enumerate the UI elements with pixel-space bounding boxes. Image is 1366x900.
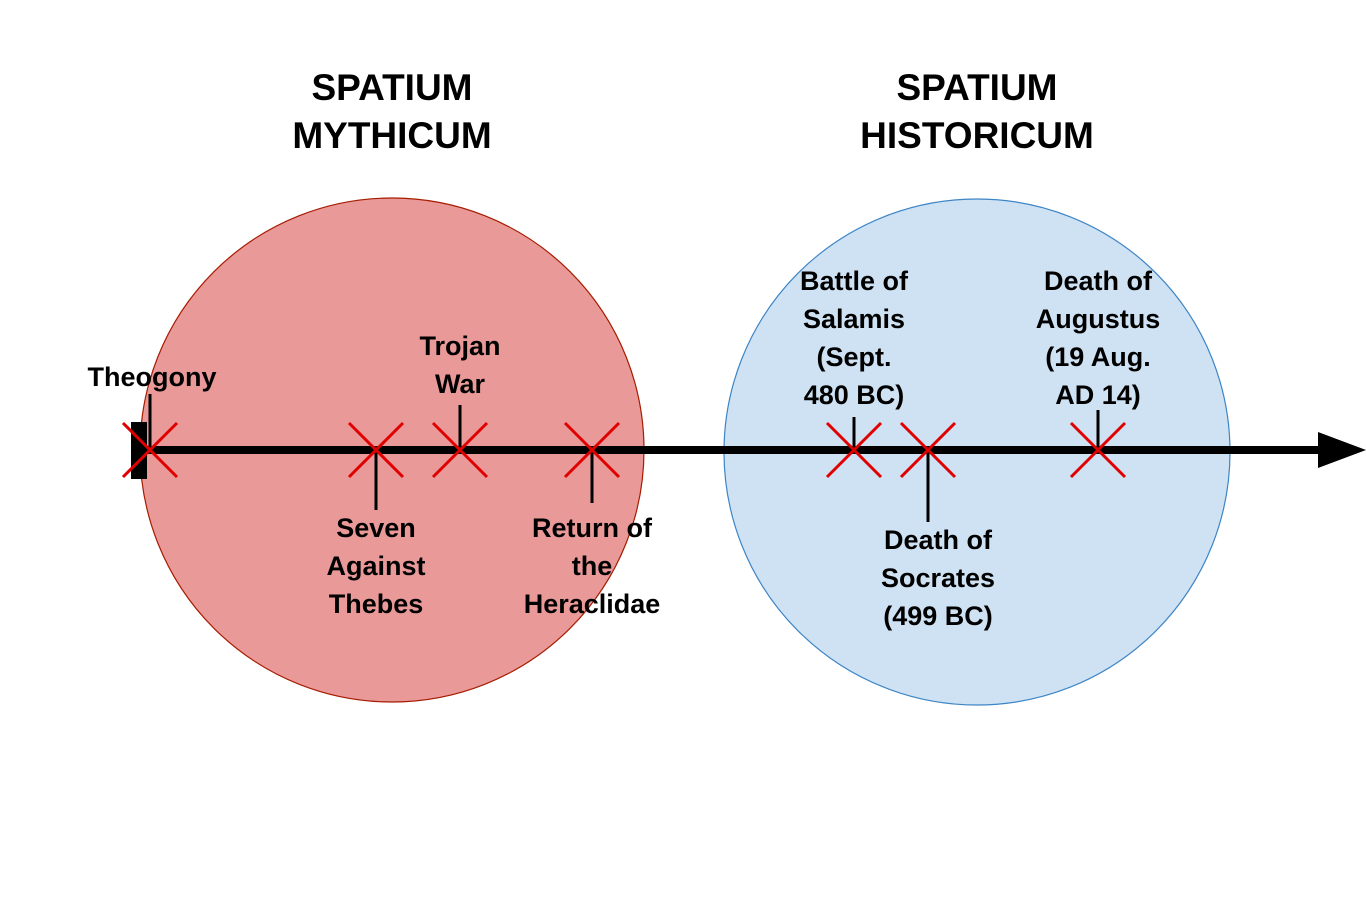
event-label-line: the	[571, 551, 613, 581]
event-label-line: 480 BC)	[803, 380, 905, 410]
event-label-line: AD 14)	[1055, 380, 1141, 410]
event-label-line: Seven	[336, 513, 416, 543]
event-label-line: Heraclidae	[523, 589, 661, 619]
cross-marker-battle-salamis	[825, 421, 883, 479]
cross-marker-theogony	[121, 421, 179, 479]
event-label-trojan-war: Trojan War	[340, 327, 580, 403]
historicum-heading-line: HISTORICUM	[860, 115, 1094, 156]
cross-marker-death-augustus	[1069, 421, 1127, 479]
cross-marker-trojan-war	[431, 421, 489, 479]
event-label-line: Trojan	[419, 331, 501, 361]
mythicum-heading-line: SPATIUM	[311, 67, 473, 108]
event-label-line: (499 BC)	[883, 601, 993, 631]
event-label-line: Battle of	[800, 266, 908, 296]
event-label-line: Against	[326, 551, 426, 581]
historicum-heading-line: SPATIUM	[896, 67, 1058, 108]
mythicum-heading: SPATIUM MYTHICUM	[212, 64, 572, 160]
event-label-line: Augustus	[1035, 304, 1161, 334]
event-label-line: War	[434, 369, 485, 399]
event-label-line: Death of	[1044, 266, 1152, 296]
event-label-death-augustus: Death of Augustus (19 Aug. AD 14)	[978, 262, 1218, 414]
event-connectors	[148, 394, 1100, 522]
cross-marker-return-heraclidae	[563, 421, 621, 479]
event-label-line: Theogony	[87, 362, 217, 392]
event-label-line: Death of	[884, 525, 992, 555]
historicum-heading: SPATIUM HISTORICUM	[797, 64, 1157, 160]
cross-marker-seven-against-thebes	[347, 421, 405, 479]
event-label-seven-against-thebes: Seven Against Thebes	[256, 509, 496, 623]
cross-marker-death-socrates	[899, 421, 957, 479]
event-label-line: (Sept.	[816, 342, 892, 372]
event-label-line: Salamis	[802, 304, 906, 334]
timeline-arrowhead	[1318, 432, 1366, 468]
event-label-line: Thebes	[328, 589, 424, 619]
event-label-theogony: Theogony	[32, 358, 272, 396]
event-label-death-socrates: Death of Socrates (499 BC)	[818, 521, 1058, 635]
event-markers	[121, 421, 1127, 479]
timeline-start-block	[131, 422, 147, 479]
mythicum-heading-line: MYTHICUM	[292, 115, 492, 156]
event-label-line: Socrates	[880, 563, 996, 593]
event-label-line: (19 Aug.	[1045, 342, 1151, 372]
event-label-battle-salamis: Battle of Salamis (Sept. 480 BC)	[734, 262, 974, 414]
event-label-line: Return of	[532, 513, 652, 543]
event-label-return-heraclidae: Return of the Heraclidae	[472, 509, 712, 623]
